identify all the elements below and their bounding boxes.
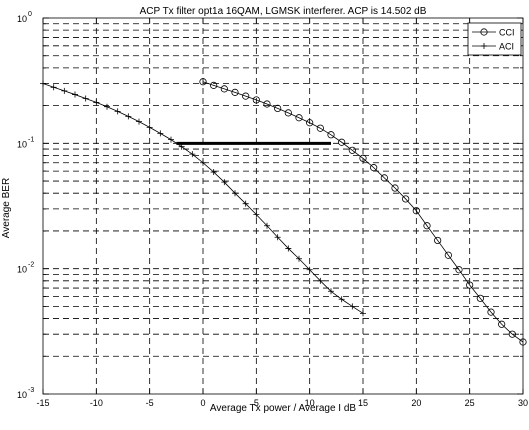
y-tick-label: 10 — [17, 139, 27, 149]
data-point-cci — [306, 119, 314, 127]
data-point-cci — [412, 207, 420, 215]
data-point-cci — [199, 78, 207, 86]
data-point-cci — [359, 154, 367, 162]
legend-label-cci: CCI — [499, 28, 515, 38]
data-point-aci — [82, 95, 89, 102]
data-point-aci — [285, 245, 292, 252]
data-point-cci — [327, 131, 335, 139]
data-point-cci — [284, 109, 292, 117]
data-point-cci — [316, 124, 324, 132]
data-point-cci — [274, 104, 282, 112]
legend: CCI ACI — [467, 22, 522, 56]
data-point-aci — [296, 255, 302, 262]
data-point-cci — [434, 236, 442, 245]
x-tick-label: 15 — [358, 398, 368, 408]
data-point-cci — [466, 281, 474, 289]
x-tick-label: -10 — [90, 398, 103, 408]
data-point-cci — [338, 138, 346, 146]
data-point-aci — [328, 288, 334, 295]
x-tick-label: 25 — [465, 398, 475, 408]
data-point-aci — [178, 143, 185, 150]
series-line-cci — [202, 81, 524, 343]
data-point-aci — [72, 91, 78, 98]
x-tick-label: 0 — [200, 398, 205, 408]
y-tick-label: 10 — [17, 390, 27, 400]
data-point-cci — [487, 308, 495, 316]
data-point-aci — [338, 296, 345, 303]
y-axis-label: Average BER — [1, 178, 12, 238]
data-point-aci — [317, 277, 324, 284]
data-point-cci — [242, 92, 250, 100]
legend-marker-cci — [480, 28, 488, 36]
data-point-cci — [263, 100, 271, 108]
data-point-cci — [444, 251, 452, 259]
data-point-aci — [210, 169, 217, 176]
data-point-cci — [402, 195, 410, 203]
x-tick-label: 5 — [254, 398, 259, 408]
data-point-aci — [242, 200, 249, 207]
data-point-aci — [306, 266, 313, 273]
data-point-aci — [253, 211, 260, 218]
data-point-cci — [295, 114, 303, 122]
x-tick-label: 20 — [411, 398, 421, 408]
data-point-aci — [104, 103, 110, 110]
data-point-cci — [231, 88, 239, 96]
data-point-aci — [146, 124, 153, 131]
chart-title: ACP Tx filter opt1a 16QAM, LGMSK interfe… — [140, 6, 427, 17]
legend-box — [467, 22, 522, 56]
data-point-cci — [380, 174, 388, 182]
data-point-aci — [93, 99, 100, 106]
y-tick-label: 10 — [17, 14, 27, 24]
data-point-aci — [264, 222, 270, 229]
y-tick-exponent: -3 — [28, 387, 34, 394]
data-point-aci — [168, 136, 174, 143]
data-point-aci — [136, 118, 142, 125]
data-point-aci — [157, 130, 164, 137]
data-point-aci — [61, 87, 68, 94]
y-tick-exponent: -2 — [28, 262, 34, 269]
x-axis-label: Average Tx power / Average I dB — [210, 403, 357, 414]
data-point-aci — [50, 84, 57, 91]
data-point-aci — [114, 108, 121, 115]
x-tick-label: -5 — [146, 398, 154, 408]
data-point-aci — [221, 179, 228, 186]
axes-box — [42, 17, 524, 395]
data-point-aci — [189, 151, 196, 158]
data-point-aci — [200, 159, 206, 166]
data-point-aci — [360, 310, 366, 317]
data-point-cci — [498, 320, 506, 328]
data-point-aci — [232, 190, 238, 197]
legend-marker-aci — [481, 43, 487, 49]
x-tick-label: -15 — [36, 398, 49, 408]
y-tick-exponent: -1 — [28, 136, 34, 143]
data-point-cci — [508, 330, 516, 338]
y-tick-exponent: 0 — [28, 11, 32, 18]
data-point-cci — [423, 222, 431, 230]
x-tick-label: 10 — [305, 398, 315, 408]
data-point-cci — [348, 146, 356, 154]
y-tick-label: 10 — [17, 265, 27, 275]
data-point-cci — [220, 85, 228, 93]
data-point-cci — [210, 81, 218, 89]
data-point-cci — [391, 184, 399, 192]
data-point-cci — [476, 294, 484, 302]
x-tick-label: 30 — [518, 398, 528, 408]
data-point-aci — [125, 113, 132, 120]
data-point-cci — [252, 96, 260, 104]
data-point-cci — [455, 266, 463, 274]
data-point-aci — [349, 303, 356, 310]
data-point-aci — [274, 234, 281, 241]
legend-label-aci: ACI — [499, 42, 514, 52]
data-point-cci — [370, 164, 378, 172]
